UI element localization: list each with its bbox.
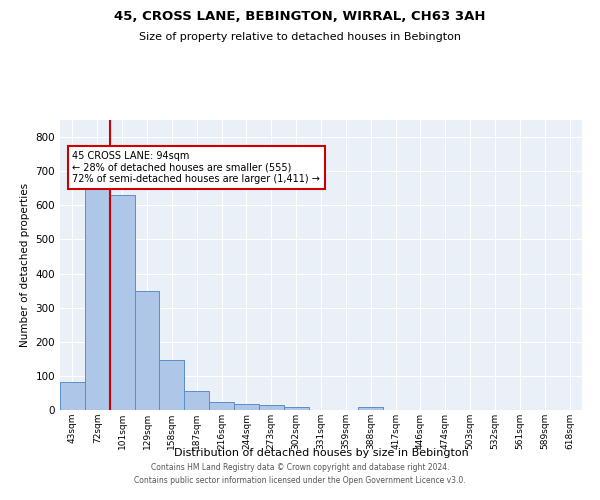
Bar bbox=[358, 408, 383, 410]
Y-axis label: Number of detached properties: Number of detached properties bbox=[20, 183, 30, 347]
Bar bbox=[284, 406, 308, 410]
Text: Distribution of detached houses by size in Bebington: Distribution of detached houses by size … bbox=[173, 448, 469, 458]
Bar bbox=[234, 404, 259, 410]
Bar bbox=[110, 195, 134, 410]
Text: 45 CROSS LANE: 94sqm
← 28% of detached houses are smaller (555)
72% of semi-deta: 45 CROSS LANE: 94sqm ← 28% of detached h… bbox=[73, 150, 320, 184]
Bar bbox=[160, 360, 184, 410]
Text: Contains HM Land Registry data © Crown copyright and database right 2024.
Contai: Contains HM Land Registry data © Crown c… bbox=[134, 463, 466, 485]
Bar bbox=[85, 185, 110, 410]
Bar bbox=[60, 382, 85, 410]
Text: 45, CROSS LANE, BEBINGTON, WIRRAL, CH63 3AH: 45, CROSS LANE, BEBINGTON, WIRRAL, CH63 … bbox=[114, 10, 486, 23]
Bar bbox=[259, 405, 284, 410]
Bar bbox=[184, 390, 209, 410]
Bar bbox=[209, 402, 234, 410]
Bar bbox=[134, 292, 160, 410]
Text: Size of property relative to detached houses in Bebington: Size of property relative to detached ho… bbox=[139, 32, 461, 42]
